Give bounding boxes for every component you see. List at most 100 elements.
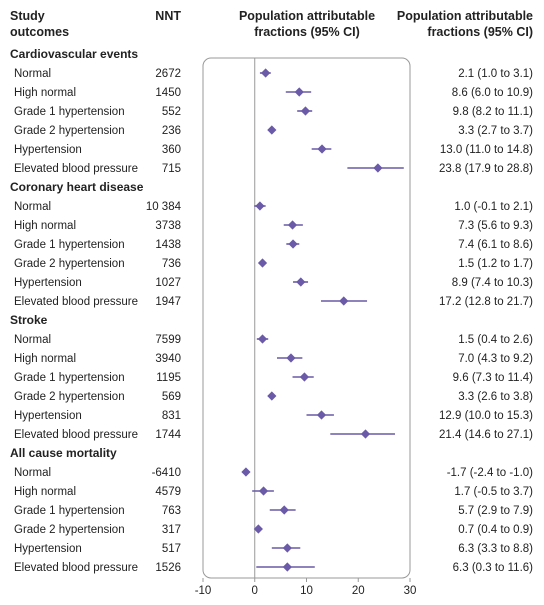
point-estimate-marker xyxy=(339,296,349,306)
row-paf-text: 1.5 (0.4 to 2.6) xyxy=(458,334,533,346)
point-estimate-marker xyxy=(257,258,268,268)
header-nnt: NNT xyxy=(155,9,181,23)
row-nnt: 1947 xyxy=(155,296,181,308)
forest-row: Grade 2 hypertension 569 3.3 (2.6 to 3.8) xyxy=(14,391,533,403)
row-paf-text: 5.7 (2.9 to 7.9) xyxy=(458,505,533,517)
forest-row: Normal 7599 1.5 (0.4 to 2.6) xyxy=(14,334,533,346)
point-estimate-marker xyxy=(258,486,269,496)
forest-row: Hypertension 517 6.3 (3.3 to 8.8) xyxy=(14,543,533,555)
row-nnt: 569 xyxy=(162,391,181,403)
row-label: Grade 2 hypertension xyxy=(14,524,125,536)
header-outcomes-line2: outcomes xyxy=(10,25,69,39)
forest-row: Normal 10 384 1.0 (-0.1 to 2.1) xyxy=(14,201,533,213)
point-estimate-marker xyxy=(279,505,289,515)
row-paf-text: 0.7 (0.4 to 0.9) xyxy=(458,524,533,536)
forest-row: Hypertension 831 12.9 (10.0 to 15.3) xyxy=(14,410,533,422)
forest-rows: Cardiovascular events Normal 2672 2.1 (1.0 … xyxy=(10,47,533,574)
row-label: Grade 1 hypertension xyxy=(14,239,125,251)
row-nnt: 763 xyxy=(162,505,181,517)
point-estimate-marker xyxy=(255,201,265,211)
row-label: Grade 2 hypertension xyxy=(14,258,125,270)
point-estimate-marker xyxy=(286,353,296,363)
row-nnt: 7599 xyxy=(155,334,181,346)
row-paf-text: 13.0 (11.0 to 14.8) xyxy=(440,144,533,156)
forest-row: Grade 1 hypertension 1438 7.4 (6.1 to 8.6) xyxy=(14,239,533,251)
section-title: Stroke xyxy=(10,313,48,327)
point-estimate-marker xyxy=(267,125,277,135)
row-paf-text: 7.4 (6.1 to 8.6) xyxy=(458,239,533,251)
row-paf-text: 7.3 (5.6 to 9.3) xyxy=(458,220,533,232)
row-label: Elevated blood pressure xyxy=(14,163,138,175)
row-paf-text: 1.5 (1.2 to 1.7) xyxy=(458,258,533,270)
forest-row: Elevated blood pressure 1947 17.2 (12.8 to… xyxy=(14,296,533,308)
forest-row: Normal -6410 -1.7 (-2.4 to -1.0) xyxy=(14,467,533,479)
point-estimate-marker xyxy=(253,524,263,534)
row-paf-text: -1.7 (-2.4 to -1.0) xyxy=(447,467,533,479)
row-label: Grade 1 hypertension xyxy=(14,372,125,384)
forest-row: Elevated blood pressure 1744 21.4 (14.6 to… xyxy=(14,429,533,441)
point-estimate-marker xyxy=(360,429,371,439)
row-paf-text: 3.3 (2.6 to 3.8) xyxy=(458,391,533,403)
row-paf-text: 9.6 (7.3 to 11.4) xyxy=(453,372,534,384)
row-nnt: 1027 xyxy=(155,277,181,289)
row-paf-text: 1.7 (-0.5 to 3.7) xyxy=(454,486,533,498)
row-label: Elevated blood pressure xyxy=(14,296,138,308)
forest-row: Grade 2 hypertension 736 1.5 (1.2 to 1.7) xyxy=(14,258,533,270)
row-nnt: 1526 xyxy=(155,562,181,574)
row-paf-text: 9.8 (8.2 to 11.1) xyxy=(453,106,534,118)
header-paf-line2: fractions (95% CI) xyxy=(427,25,533,39)
forest-row: Elevated blood pressure 715 23.8 (17.9 to … xyxy=(14,163,533,175)
point-estimate-marker xyxy=(294,87,304,97)
forest-row: High normal 4579 1.7 (-0.5 to 3.7) xyxy=(14,486,533,498)
forest-row: Elevated blood pressure 1526 6.3 (0.3 to 1… xyxy=(14,562,533,574)
row-label: Normal xyxy=(14,334,51,346)
row-nnt: 552 xyxy=(162,106,181,118)
row-nnt: 317 xyxy=(162,524,181,536)
row-paf-text: 8.9 (7.4 to 10.3) xyxy=(452,277,533,289)
row-label: Normal xyxy=(14,201,51,213)
row-nnt: 736 xyxy=(162,258,181,270)
forest-row: Grade 1 hypertension 552 9.8 (8.2 to 11.1) xyxy=(14,106,533,118)
row-paf-text: 7.0 (4.3 to 9.2) xyxy=(458,353,533,365)
row-label: Grade 1 hypertension xyxy=(14,505,125,517)
row-paf-text: 6.3 (3.3 to 8.8) xyxy=(458,543,533,555)
row-label: Hypertension xyxy=(14,543,82,555)
point-estimate-marker xyxy=(296,277,306,287)
row-nnt: 1195 xyxy=(156,372,181,384)
row-label: Normal xyxy=(14,467,51,479)
section-title: Cardiovascular events xyxy=(10,47,138,61)
row-label: High normal xyxy=(14,486,76,498)
row-label: Grade 1 hypertension xyxy=(14,106,125,118)
row-nnt: 1438 xyxy=(155,239,181,251)
point-estimate-marker xyxy=(317,144,327,154)
point-estimate-marker xyxy=(257,334,268,344)
row-paf-text: 23.8 (17.9 to 28.8) xyxy=(439,163,533,175)
point-estimate-marker xyxy=(287,220,298,230)
row-label: High normal xyxy=(14,87,76,99)
row-paf-text: 1.0 (-0.1 to 2.1) xyxy=(454,201,533,213)
point-estimate-marker xyxy=(373,163,383,173)
row-nnt: 517 xyxy=(162,543,181,555)
forest-row: Hypertension 360 13.0 (11.0 to 14.8) xyxy=(14,144,533,156)
section-title: All cause mortality xyxy=(10,446,117,460)
row-paf-text: 2.1 (1.0 to 3.1) xyxy=(458,68,533,80)
x-tick-label: 0 xyxy=(252,585,258,597)
row-nnt: 4579 xyxy=(155,486,181,498)
point-estimate-marker xyxy=(288,239,298,249)
forest-row: Grade 2 hypertension 236 3.3 (2.7 to 3.7) xyxy=(14,125,533,137)
point-estimate-marker xyxy=(316,410,327,420)
point-estimate-marker xyxy=(300,106,311,116)
row-nnt: 3940 xyxy=(155,353,181,365)
row-paf-text: 6.3 (0.3 to 11.6) xyxy=(453,562,534,574)
row-label: Normal xyxy=(14,68,51,80)
x-tick-label: 10 xyxy=(300,585,313,597)
x-axis: -10 0 10 20 30 xyxy=(195,578,416,597)
row-nnt: 831 xyxy=(162,410,181,422)
section-title: Coronary heart disease xyxy=(10,180,144,194)
row-paf-text: 17.2 (12.8 to 21.7) xyxy=(439,296,533,308)
row-nnt: -6410 xyxy=(152,467,181,479)
row-nnt: 3738 xyxy=(155,220,181,232)
row-paf-text: 21.4 (14.6 to 27.1) xyxy=(439,429,533,441)
row-nnt: 715 xyxy=(162,163,181,175)
